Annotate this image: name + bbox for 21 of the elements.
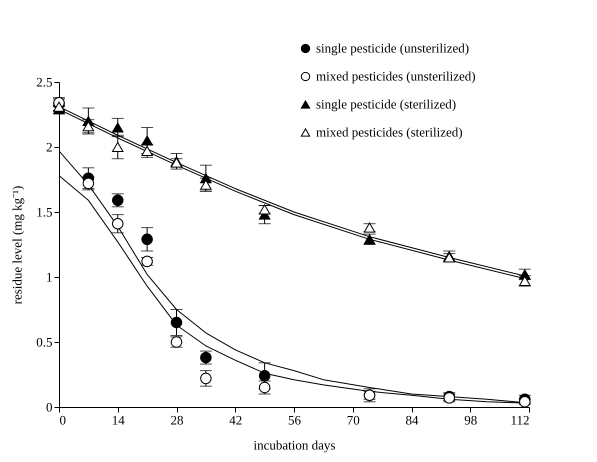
x-tick-label: 42	[229, 412, 242, 428]
y-axis-title: residue level (mg kg⁻¹)	[9, 186, 24, 304]
x-tick-label: 28	[170, 412, 184, 428]
y-tick-label: 2	[46, 140, 52, 154]
legend-label: mixed pesticides (sterilized)	[316, 124, 463, 140]
y-tick-label: 0.5	[36, 334, 52, 350]
x-tick-label: 14	[112, 412, 126, 428]
x-tick-label: 0	[60, 412, 66, 428]
y-tick-label: 1	[46, 270, 52, 284]
y-tick-label: 0	[46, 400, 52, 414]
y-tick-label: 2.5	[36, 74, 52, 90]
legend-label: mixed pesticides (unsterilized)	[316, 68, 476, 84]
legend-label: single pesticide (sterilized)	[316, 96, 456, 112]
x-tick-label: 70	[346, 412, 360, 428]
legend-label: single pesticide (unsterilized)	[316, 40, 470, 56]
x-tick-label: 112	[510, 412, 530, 428]
x-axis-title: incubation days	[254, 438, 336, 452]
x-tick-label: 56	[288, 412, 302, 428]
x-tick-label: 98	[464, 412, 478, 428]
y-tick-label: 1.5	[36, 204, 52, 220]
x-tick-label: 84	[406, 412, 419, 428]
